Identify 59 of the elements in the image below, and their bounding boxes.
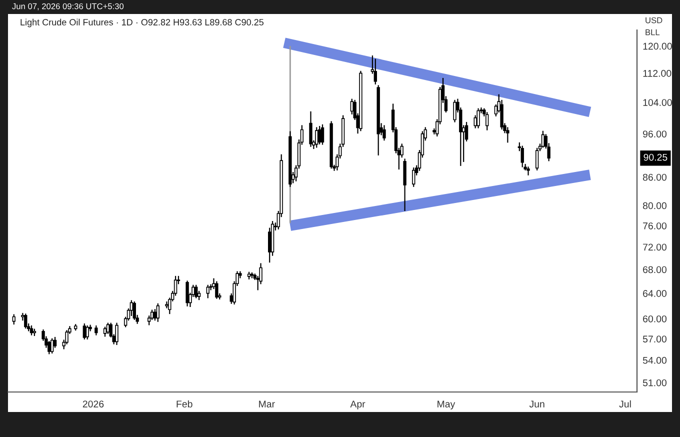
candlestick [268, 228, 272, 263]
y-tick-label: 76.00 [643, 222, 667, 230]
candlestick [24, 314, 28, 329]
candlestick [194, 284, 198, 298]
chart-title: Light Crude Oil Futures · 1D · O92.82 H93.63 L89.68 C90.25 [20, 18, 264, 28]
candlestick [374, 58, 377, 84]
y-tick-label: 64.00 [643, 290, 667, 297]
candlestick [486, 112, 489, 130]
candlestick [320, 124, 324, 145]
y-tick-label: 51.00 [642, 379, 667, 386]
text: 90.25 [644, 154, 668, 161]
x-tick-label: 2026 [82, 400, 104, 408]
y-tick-label: 96.00 [643, 130, 667, 138]
candlestick [156, 303, 160, 322]
text: Jun 07, 2026 09:36 UTC+5:30 [12, 3, 124, 10]
candlestick [315, 127, 318, 148]
candlestick [206, 284, 210, 298]
candlestick [132, 301, 136, 320]
x-tick-label: May [438, 400, 456, 410]
y-tick-label: 54.00 [642, 356, 667, 364]
candlestick [506, 127, 510, 143]
candlestick [86, 325, 89, 340]
y-tick-label: 68.00 [643, 266, 667, 274]
y-tick-label: 86.00 [642, 174, 667, 181]
x-tick-label: Mar [259, 400, 275, 408]
y-tick-label: 112.00 [643, 70, 672, 77]
candlestick [106, 322, 110, 334]
y-tick-label: 57.00 [642, 336, 667, 342]
y-tick-label: 72.00 [643, 244, 667, 251]
candlestick [541, 130, 545, 148]
candlestick [476, 108, 480, 128]
y-tick-label: 120.00 [643, 42, 672, 50]
candlestick [318, 126, 322, 144]
candlestick [153, 309, 157, 321]
candlestick [165, 301, 168, 308]
candlestick [535, 148, 539, 170]
candlestick [453, 100, 456, 122]
candlestick [309, 111, 312, 147]
candlestick [412, 168, 416, 187]
candlestick [115, 322, 118, 345]
y-tick-label: 60.00 [643, 315, 667, 322]
x-tick-label: Jun [529, 400, 544, 408]
x-tick-label: Jul [619, 400, 631, 408]
x-tick-label: Apr [350, 400, 366, 410]
candlestick [12, 314, 16, 325]
x-tick-label: Feb [176, 400, 192, 408]
candlestick [186, 280, 189, 306]
text: USD [646, 17, 662, 24]
y-tick-label: 104.00 [643, 99, 672, 106]
y-tick-label: 80.00 [642, 202, 667, 210]
candlestick [53, 336, 57, 348]
candlestick [403, 158, 406, 212]
text: BLL [646, 29, 660, 36]
candlestick [382, 125, 386, 141]
candlestick [50, 338, 54, 354]
candlestick [82, 323, 86, 340]
candlestick [520, 146, 524, 168]
candlestick [526, 166, 530, 176]
candlestick [215, 281, 218, 299]
